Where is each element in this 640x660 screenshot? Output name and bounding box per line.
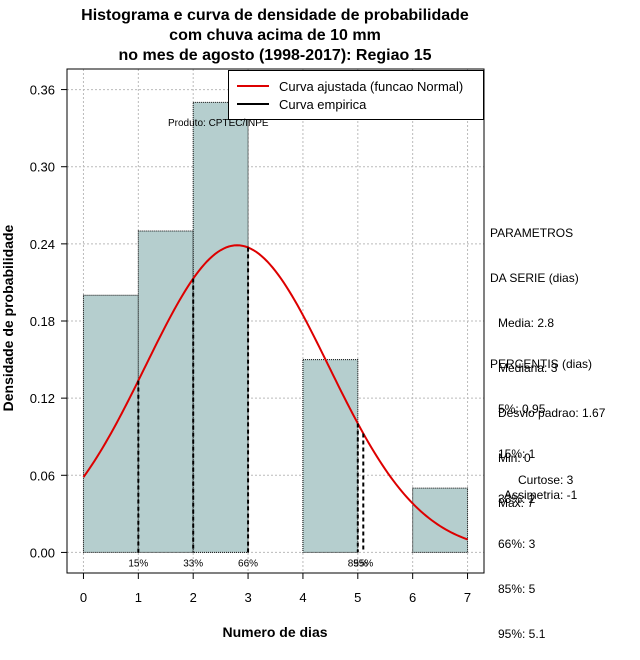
percentile-label: 66% — [238, 558, 258, 569]
legend-swatch-black — [237, 103, 269, 105]
assimetria-label: Assimetria: -1 — [504, 488, 578, 502]
x-tick-label: 5 — [354, 590, 361, 605]
y-tick-label: 0.00 — [30, 545, 55, 560]
y-tick-label: 0.36 — [30, 83, 55, 98]
percentile-label: 95% — [353, 558, 373, 569]
x-axis-label: Numero de dias — [222, 624, 328, 640]
x-tick-label: 6 — [409, 590, 416, 605]
percentil-item: 5%: 0.95 — [498, 402, 546, 416]
curtose-label: Curtose: 3 — [518, 473, 574, 487]
histogram-bar — [192, 101, 249, 553]
x-tick-label: 2 — [190, 590, 197, 605]
percentile-label: 15% — [128, 558, 148, 569]
percentile-label: 33% — [183, 558, 203, 569]
y-tick-label: 0.24 — [30, 237, 55, 252]
normal-fit-curve — [82, 244, 468, 541]
x-tick-label: 3 — [244, 590, 251, 605]
x-tick-label: 7 — [464, 590, 471, 605]
percentis-panel: PERCENTIS (dias) 5%: 0.95 15%: 1 33%: 2 … — [490, 327, 592, 657]
percentile-label: 85% — [348, 558, 368, 569]
legend-label-empirical: Curva empirica — [279, 96, 367, 112]
y-tick-label: 0.30 — [30, 160, 55, 175]
y-tick-label: 0.18 — [30, 314, 55, 329]
parametros-header-1: PARAMETROS — [490, 226, 574, 240]
x-tick-label: 4 — [299, 590, 306, 605]
histogram-bar — [82, 294, 139, 553]
legend-item-empirical: Curva empirica — [237, 95, 366, 113]
parametros-header-2: DA SERIE (dias) — [490, 271, 579, 285]
credit-label: Produto: CPTEC/INPE — [168, 118, 269, 129]
percentil-item: 33%: 2 — [498, 492, 536, 506]
param-item: Media: 2.8 — [498, 316, 555, 330]
percentil-item: 66%: 3 — [498, 537, 536, 551]
param-item: Mediana: 3 — [498, 361, 558, 375]
percentil-item: 95%: 5.1 — [498, 627, 546, 641]
y-tick-label: 0.06 — [30, 468, 55, 483]
percentil-item: 85%: 5 — [498, 582, 536, 596]
percentis-header: PERCENTIS (dias) — [490, 357, 593, 371]
parametros-panel: PARAMETROS DA SERIE (dias) Media: 2.8 Me… — [490, 196, 605, 526]
histogram-bar — [302, 359, 359, 553]
legend-swatch-red — [237, 85, 269, 87]
x-tick-label: 0 — [80, 590, 87, 605]
legend: Curva ajustada (funcao Normal) Curva emp… — [228, 70, 484, 120]
legend-label-fitted: Curva ajustada (funcao Normal) — [279, 78, 464, 94]
y-tick-label: 0.12 — [30, 391, 55, 406]
histogram-bar — [412, 487, 469, 553]
x-tick-label: 1 — [135, 590, 142, 605]
title-line-3: no mes de agosto (1998-2017): Regiao 15 — [118, 47, 432, 64]
param-item: Min: 0 — [498, 451, 531, 465]
chart-title: Histograma e curva de densidade de proba… — [67, 6, 483, 66]
title-line-1: Histograma e curva de densidade de proba… — [81, 7, 469, 24]
param-item: Desvio padrao: 1.67 — [498, 406, 606, 420]
histogram-bar — [137, 230, 194, 553]
legend-item-fitted: Curva ajustada (funcao Normal) — [237, 77, 463, 95]
title-line-2: com chuva acima de 10 mm — [169, 27, 381, 44]
param-item: Max: 7 — [498, 496, 535, 510]
percentil-item: 15%: 1 — [498, 447, 536, 461]
y-axis-label: Densidade de probabilidade — [0, 224, 16, 412]
